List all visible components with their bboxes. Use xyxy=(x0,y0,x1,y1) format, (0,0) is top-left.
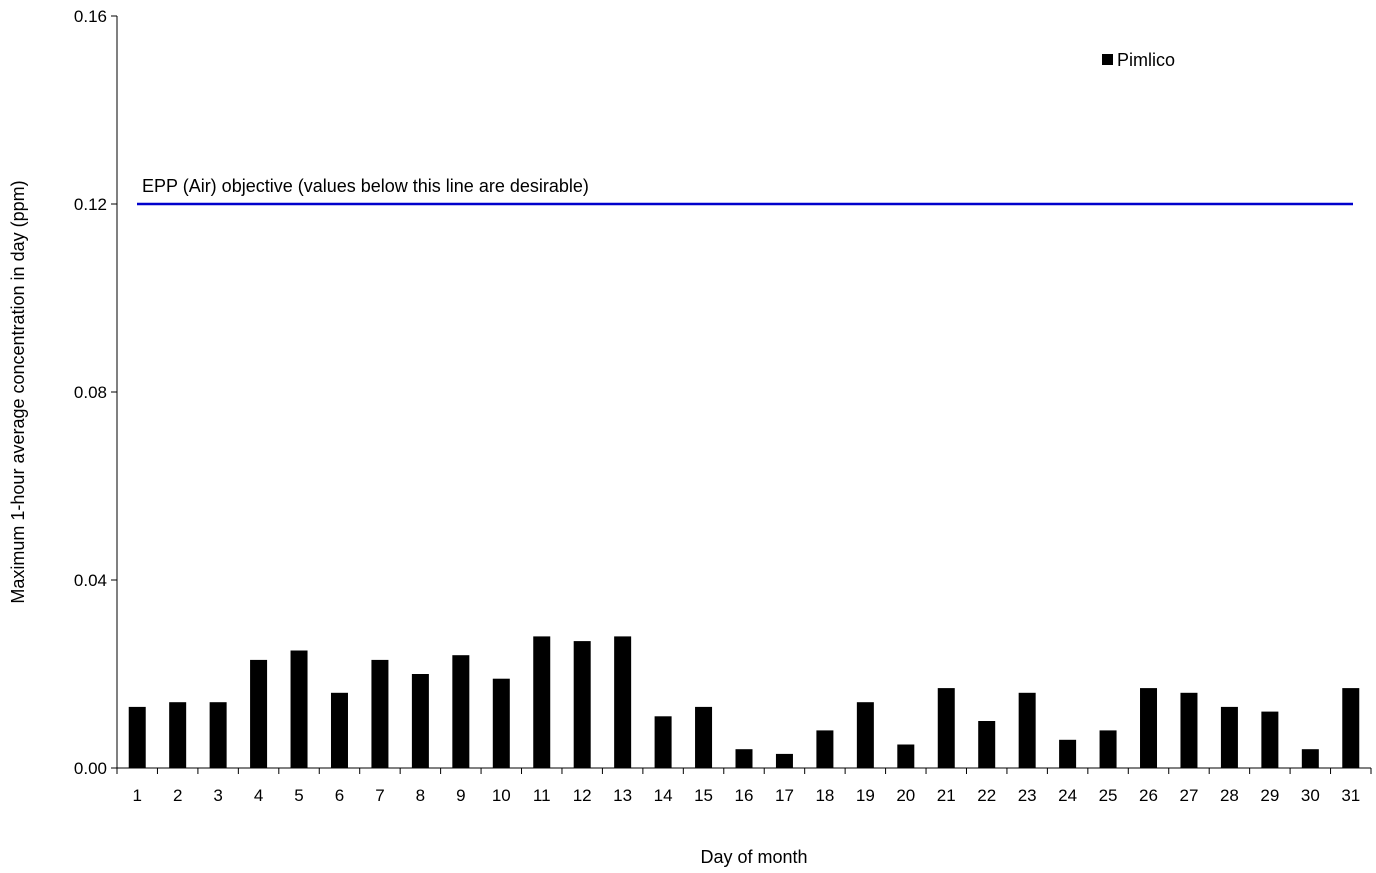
y-tick-label: 0.12 xyxy=(74,195,107,214)
bar-day-28 xyxy=(1220,706,1238,768)
x-tick-label: 17 xyxy=(775,786,794,805)
y-tick-label: 0.16 xyxy=(74,7,107,26)
bar-day-10 xyxy=(492,678,510,768)
x-tick-label: 14 xyxy=(654,786,673,805)
x-tick-label: 22 xyxy=(977,786,996,805)
bar-day-5 xyxy=(290,650,308,768)
x-tick-label: 18 xyxy=(815,786,834,805)
x-tick-label: 21 xyxy=(937,786,956,805)
x-tick-label: 4 xyxy=(254,786,263,805)
x-tick-label: 7 xyxy=(375,786,384,805)
bar-day-7 xyxy=(371,659,389,768)
bar-day-20 xyxy=(897,744,915,768)
x-tick-label: 2 xyxy=(173,786,182,805)
bar-day-31 xyxy=(1342,688,1360,768)
bar-day-3 xyxy=(209,702,227,768)
bar-day-26 xyxy=(1140,688,1158,768)
bar-day-17 xyxy=(775,753,793,768)
x-tick-label: 19 xyxy=(856,786,875,805)
y-tick-label: 0.04 xyxy=(74,571,107,590)
bar-day-14 xyxy=(654,716,672,768)
bar-day-2 xyxy=(169,702,187,768)
bar-day-29 xyxy=(1261,711,1279,768)
bar-day-24 xyxy=(1059,739,1077,768)
bar-day-6 xyxy=(330,692,348,768)
x-tick-label: 15 xyxy=(694,786,713,805)
y-axis-ticks: 0.00 0.04 0.08 0.12 0.16 xyxy=(74,7,117,778)
bar-day-9 xyxy=(452,655,470,768)
x-tick-label: 16 xyxy=(735,786,754,805)
objective-label: EPP (Air) objective (values below this l… xyxy=(142,176,589,196)
x-tick-label: 3 xyxy=(213,786,222,805)
bar-day-12 xyxy=(573,641,591,768)
y-axis-title: Maximum 1-hour average concentration in … xyxy=(8,180,28,603)
x-tick-label: 11 xyxy=(533,786,551,805)
bar-day-18 xyxy=(816,730,834,768)
x-tick-label: 30 xyxy=(1301,786,1320,805)
x-axis-ticks: 1 2 3 4 5 6 7 8 9 10 11 12 13 14 15 16 17 18 19 20 21 22 23 24 2… xyxy=(116,768,1372,805)
x-tick-label: 10 xyxy=(492,786,511,805)
bar-day-22 xyxy=(978,721,996,768)
bar-day-8 xyxy=(411,674,429,768)
bar-series-pimlico xyxy=(128,636,1360,768)
bar-day-16 xyxy=(735,749,753,768)
legend-swatch-pimlico xyxy=(1102,54,1113,65)
bar-day-27 xyxy=(1180,692,1198,768)
x-tick-label: 13 xyxy=(613,786,632,805)
y-tick-label: 0.00 xyxy=(74,759,107,778)
x-tick-label: 23 xyxy=(1018,786,1037,805)
bar-day-15 xyxy=(695,706,713,768)
legend-label-pimlico: Pimlico xyxy=(1117,50,1175,70)
bar-day-21 xyxy=(937,688,955,768)
x-tick-label: 31 xyxy=(1341,786,1360,805)
bar-day-30 xyxy=(1301,749,1319,768)
x-tick-label: 20 xyxy=(896,786,915,805)
y-tick-label: 0.08 xyxy=(74,383,107,402)
bar-day-4 xyxy=(250,659,268,768)
bar-day-1 xyxy=(128,706,146,768)
x-tick-label: 8 xyxy=(416,786,425,805)
bar-day-19 xyxy=(856,702,874,768)
x-tick-label: 29 xyxy=(1260,786,1279,805)
x-tick-label: 26 xyxy=(1139,786,1158,805)
x-tick-label: 1 xyxy=(132,786,141,805)
x-tick-label: 27 xyxy=(1180,786,1199,805)
x-axis-title: Day of month xyxy=(700,847,807,867)
x-tick-label: 5 xyxy=(294,786,303,805)
x-tick-label: 12 xyxy=(573,786,592,805)
x-tick-label: 6 xyxy=(335,786,344,805)
bar-day-25 xyxy=(1099,730,1117,768)
x-tick-label: 9 xyxy=(456,786,465,805)
legend: Pimlico xyxy=(1102,50,1175,70)
x-tick-label: 24 xyxy=(1058,786,1077,805)
bar-day-11 xyxy=(533,636,551,768)
x-tick-label: 25 xyxy=(1099,786,1118,805)
bar-day-13 xyxy=(614,636,632,768)
x-tick-label: 28 xyxy=(1220,786,1239,805)
bar-day-23 xyxy=(1018,692,1036,768)
